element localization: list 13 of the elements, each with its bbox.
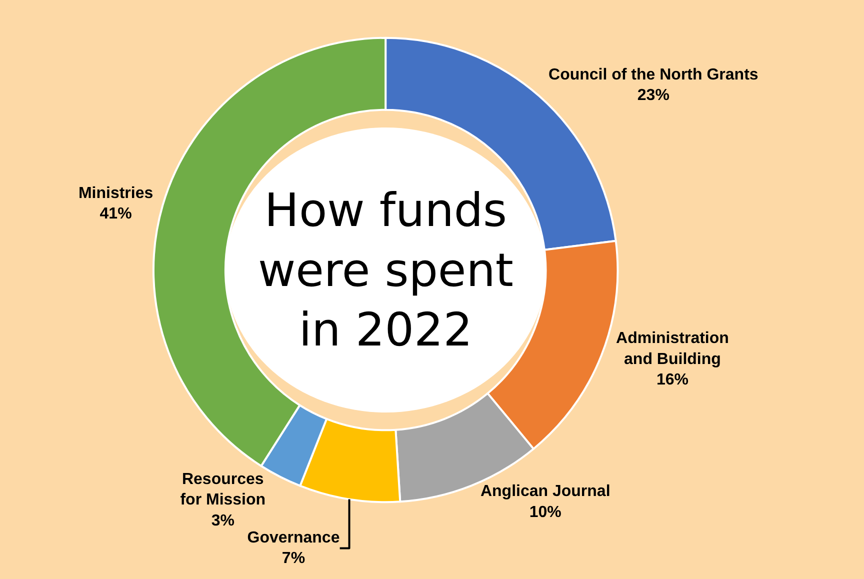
slice-label: Administration and Building (616, 330, 729, 368)
slice-label: Anglican Journal (480, 483, 610, 500)
data-label: 41% (100, 206, 132, 223)
text: How funds were spent in 2022 (258, 183, 514, 357)
data-label: 7% (282, 550, 306, 568)
data-label: 10% (529, 504, 562, 522)
data-label: 23% (637, 87, 670, 104)
slice-label: Resources for Mission (180, 470, 266, 509)
slice-label: Ministries (78, 184, 154, 202)
slice-label: Council of the North Grants (548, 66, 758, 84)
data-label: 16% (656, 372, 688, 389)
data-label: 3% (211, 512, 234, 530)
slice-label: Governance (247, 529, 340, 546)
